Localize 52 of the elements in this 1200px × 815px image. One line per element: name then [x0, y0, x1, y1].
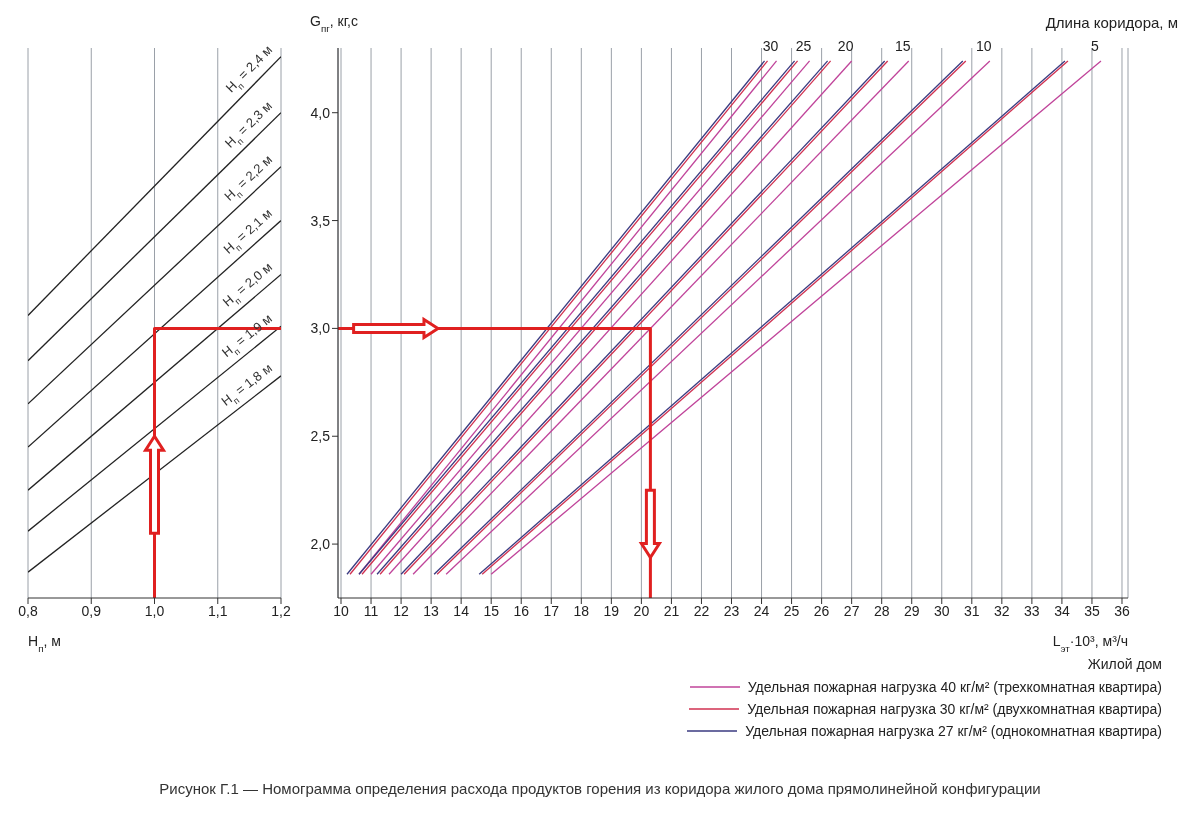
- x-tick-label: 28: [873, 602, 890, 619]
- y-tick-label: 2,0: [310, 536, 331, 553]
- annotation: 30: [762, 37, 779, 54]
- x-tick-label: 34: [1054, 602, 1070, 619]
- x-tick-label: 10: [333, 602, 349, 619]
- x-tick-label: 17: [543, 602, 560, 619]
- annotation: 5: [1091, 37, 1100, 54]
- x-tick-label: 15: [483, 602, 500, 619]
- x-axis-title: H$_{п}$, м: [28, 633, 61, 654]
- x-tick-label: 20: [633, 602, 650, 619]
- x-tick-label: 18: [573, 602, 590, 619]
- text: Длина коридора, м: [1045, 14, 1178, 31]
- y-tick-label: 3,5: [310, 212, 331, 229]
- x-tick-label: 12: [393, 602, 410, 619]
- x-tick-label: 30: [933, 602, 950, 619]
- x-tick-label: 31: [964, 602, 980, 619]
- y-axis-title: G$_{пг}$, кг,с: [310, 13, 358, 34]
- y-tick-label: 4,0: [310, 104, 331, 121]
- x-tick-label: 32: [994, 602, 1010, 619]
- x-tick-label: 19: [603, 602, 620, 619]
- x-tick-label: 21: [663, 602, 680, 619]
- legend-label: Удельная пожарная нагрузка 30 кг/м² (двухкомнатная квартира): [747, 701, 1162, 717]
- x-tick-label: 36: [1114, 602, 1130, 619]
- y-tick-label: 2,5: [310, 428, 331, 445]
- x-tick-label: 0,9: [81, 602, 102, 619]
- x-tick-label: 13: [423, 602, 440, 619]
- text: Рисунок Г.1 — Номограмма определения расхода продуктов горения из коридора жилого дома прямолинейной конфигурации: [158, 780, 1042, 797]
- x-tick-label: 33: [1024, 602, 1040, 619]
- legend-title: Жилой дом: [1086, 656, 1162, 672]
- x-tick-label: 29: [903, 602, 920, 619]
- x-tick-label: 0,8: [18, 602, 38, 619]
- legend-label: Удельная пожарная нагрузка 27 кг/м² (однокомнатная квартира): [745, 723, 1162, 739]
- x-tick-label: 23: [723, 602, 740, 619]
- legend-label: Удельная пожарная нагрузка 40 кг/м² (трехкомнатная квартира): [747, 679, 1162, 695]
- x-tick-label: 1,2: [271, 602, 291, 619]
- x-tick-label: 1,1: [208, 602, 228, 619]
- x-tick-label: 14: [453, 602, 470, 619]
- x-tick-label: 27: [843, 602, 860, 619]
- x-axis-title: L$_{эт}$·10³, м³/ч: [1052, 633, 1128, 654]
- x-tick-label: 35: [1084, 602, 1100, 619]
- annotation: 20: [837, 37, 854, 54]
- annotation: 15: [894, 37, 911, 54]
- x-tick-label: 1,0: [144, 602, 165, 619]
- x-tick-label: 16: [513, 602, 530, 619]
- annotation: 25: [795, 37, 812, 54]
- x-tick-label: 22: [693, 602, 710, 619]
- annotation: 10: [976, 37, 992, 54]
- x-tick-label: 26: [813, 602, 830, 619]
- y-tick-label: 3,0: [310, 320, 331, 337]
- x-tick-label: 25: [783, 602, 800, 619]
- x-tick-label: 24: [753, 602, 770, 619]
- x-tick-label: 11: [363, 602, 379, 619]
